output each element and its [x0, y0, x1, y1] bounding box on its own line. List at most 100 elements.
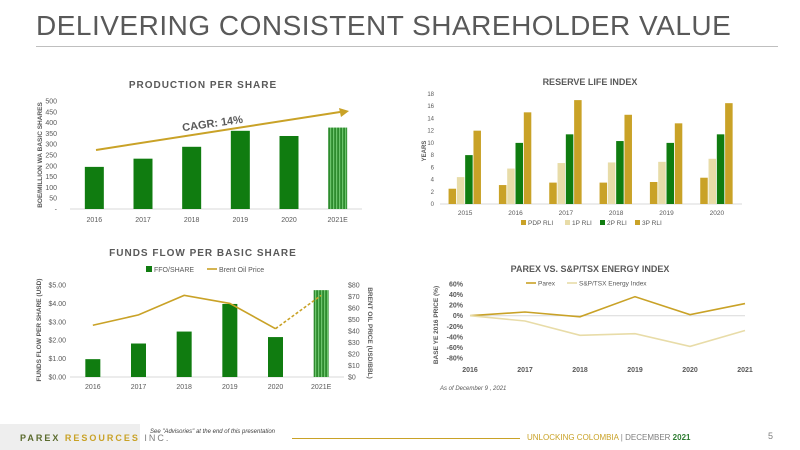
page-number: 5: [768, 431, 774, 441]
rli-bar: [616, 141, 624, 204]
title-divider: [36, 46, 778, 47]
rli-bar: [725, 103, 733, 204]
rli-bar: [658, 161, 666, 204]
index-y-tick: 40%: [449, 292, 464, 299]
ffo-y2-tick: $60: [348, 306, 360, 313]
production-bar: [133, 158, 153, 209]
production-y-tick: 50: [49, 196, 57, 203]
production-bar: [230, 130, 250, 209]
tagline-text: UNLOCKING COLOMBIA: [527, 433, 619, 442]
rli-bar: [515, 142, 523, 204]
logo-word-1: PAREX: [20, 433, 61, 443]
ffo-y-tick: $1.00: [48, 356, 66, 363]
rli-bar: [708, 158, 717, 204]
rli-bar: [473, 130, 481, 204]
rli-y-tick: 8: [431, 153, 435, 159]
rli-bar: [674, 123, 683, 204]
ffo-x-tick: 2021E: [311, 384, 332, 391]
brent-oil-forecast-line: [275, 294, 322, 330]
rli-y-axis-label: YEARS: [422, 141, 428, 162]
tsx-energy-line: [469, 314, 746, 348]
rli-x-tick: 2018: [609, 210, 624, 217]
index-y-tick: -80%: [447, 356, 464, 363]
ffo-x-tick: 2019: [222, 384, 238, 391]
production-y-tick: 450: [45, 109, 57, 116]
ffo-bar: [85, 359, 101, 377]
production-y-tick: 350: [45, 131, 57, 138]
rli-legend-swatch: [565, 220, 570, 225]
ffo-y2-tick: $40: [348, 329, 360, 336]
production-x-tick: 2016: [87, 217, 103, 224]
production-bar: [182, 146, 202, 209]
index-x-tick: 2021: [737, 367, 753, 374]
rli-bar: [448, 188, 457, 204]
tagline-year: 2021: [672, 433, 691, 442]
tsx-legend-label: S&P/TSX Energy Index: [579, 281, 647, 288]
rli-bar: [523, 112, 532, 204]
ffo-bar: [176, 331, 192, 377]
production-y-tick: 100: [45, 185, 57, 192]
rli-y-tick: 4: [431, 178, 435, 184]
ffo-x-tick: 2020: [268, 384, 284, 391]
ffo-y2-tick: $80: [348, 283, 360, 290]
production-bar: [328, 127, 348, 209]
rli-bar: [507, 168, 515, 204]
production-y-tick: 400: [45, 120, 57, 127]
rli-x-tick: 2016: [508, 210, 523, 217]
rli-legend-swatch: [521, 220, 526, 225]
brent-oil-line: [92, 294, 276, 330]
production-bar: [279, 135, 299, 209]
rli-bar: [607, 162, 616, 204]
rli-bar: [557, 163, 566, 204]
index-x-tick: 2016: [462, 367, 478, 374]
production-x-tick: 2017: [135, 217, 151, 224]
ffo-bar: [222, 303, 238, 377]
production-y-tick: 200: [45, 163, 57, 170]
rli-x-tick: 2017: [559, 210, 574, 217]
production-y-tick: 300: [45, 142, 57, 149]
index-x-tick: 2019: [627, 367, 643, 374]
index-y-tick: 0%: [453, 313, 464, 320]
ffo-chart-title: FUNDS FLOW PER BASIC SHARE: [109, 248, 297, 259]
rli-y-tick: 10: [427, 141, 434, 147]
rli-y-tick: 12: [427, 129, 434, 135]
rli-bar: [574, 100, 582, 204]
ffo-y-tick: $0.00: [48, 375, 66, 382]
index-x-tick: 2020: [682, 367, 698, 374]
production-bar: [84, 166, 104, 209]
production-y-tick: 150: [45, 174, 57, 181]
rli-bar: [565, 134, 574, 204]
production-x-tick: 2019: [233, 217, 249, 224]
index-y-tick: 60%: [449, 282, 464, 289]
production-x-tick: 2020: [281, 217, 297, 224]
rli-legend-label: 2P RLI: [607, 220, 627, 227]
index-y-axis-label: BASE YE 2016 PRICE (%): [433, 286, 440, 364]
rli-bar: [649, 182, 658, 204]
index-x-tick: 2017: [517, 367, 533, 374]
rli-y-tick: 18: [427, 92, 434, 98]
rli-legend-label: 3P RLI: [642, 220, 662, 227]
rli-bar: [456, 177, 465, 204]
rli-bar: [700, 177, 708, 204]
ffo-y2-tick: $0: [348, 375, 356, 382]
ffo-y2-tick: $30: [348, 340, 360, 347]
logo-word-2: RESOURCES: [64, 433, 140, 443]
rli-bar: [549, 182, 557, 204]
rli-bar: [498, 185, 507, 204]
logo-word-3: INC.: [144, 433, 171, 443]
rli-legend-swatch: [600, 220, 605, 225]
ffo-legend-label: FFO/SHARE: [154, 267, 194, 274]
rli-legend-label: PDP RLI: [528, 220, 553, 227]
rli-y-tick: 16: [427, 104, 434, 110]
ffo-legend-swatch: [146, 266, 152, 272]
oil-legend-label: Brent Oil Price: [219, 267, 264, 274]
ffo-y2-tick: $50: [348, 317, 360, 324]
rli-x-tick: 2020: [710, 210, 725, 217]
index-y-tick: -40%: [447, 334, 464, 341]
ffo-y-tick: $4.00: [48, 301, 66, 308]
ffo-x-tick: 2017: [131, 384, 147, 391]
rli-bar: [599, 182, 608, 204]
index-y-tick: 20%: [449, 303, 464, 310]
rli-x-tick: 2015: [458, 210, 473, 217]
ffo-y2-axis-label: BRENT OIL PRICE (USD/BBL): [366, 287, 373, 379]
